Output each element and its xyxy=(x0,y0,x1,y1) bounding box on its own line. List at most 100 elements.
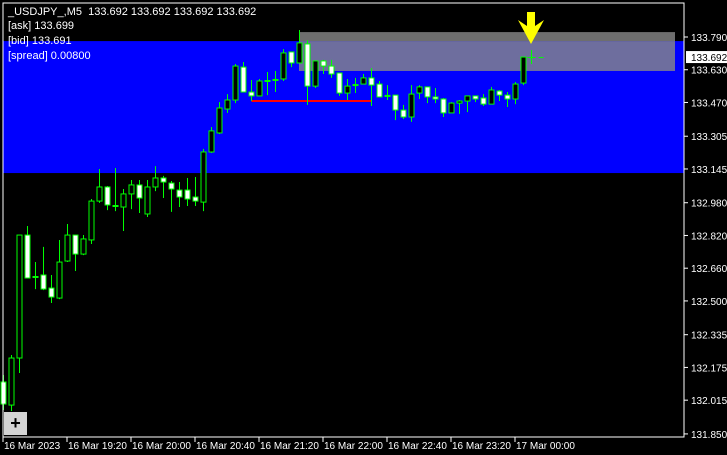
candle-body xyxy=(232,65,239,101)
candle xyxy=(400,104,407,120)
candle-body xyxy=(184,189,191,200)
price-label: 133.145 xyxy=(691,165,727,176)
candle-body xyxy=(520,56,527,84)
candle xyxy=(80,235,87,256)
price-label: 133.630 xyxy=(691,66,727,77)
candle-body xyxy=(504,94,511,100)
candle xyxy=(488,86,495,105)
price-label: 132.660 xyxy=(691,264,727,275)
candle xyxy=(256,78,263,97)
candle-body xyxy=(320,60,327,67)
candle-body xyxy=(128,184,135,195)
candle xyxy=(504,92,511,107)
ask-label: [ask] 133.699 xyxy=(8,20,75,32)
time-label: 17 Mar 00:00 xyxy=(516,441,575,452)
zoom-in-button[interactable]: + xyxy=(4,412,27,435)
candle xyxy=(16,234,23,373)
time-label: 16 Mar 19:20 xyxy=(68,441,127,452)
candle-body xyxy=(432,96,439,100)
candle xyxy=(56,239,63,300)
candle xyxy=(448,102,455,114)
spread-label: [spread] 0.00800 xyxy=(8,50,91,62)
candle-body xyxy=(80,238,87,255)
candle xyxy=(496,89,503,102)
candle-body xyxy=(472,95,479,100)
candle-body xyxy=(288,51,295,64)
gray-zone xyxy=(299,41,675,71)
candle-body xyxy=(456,100,463,104)
candle-body xyxy=(360,77,367,85)
candle xyxy=(96,168,103,203)
candle xyxy=(120,189,127,231)
candle xyxy=(296,30,303,64)
candle-body xyxy=(400,109,407,118)
bid-label: [bid] 133.691 xyxy=(8,35,72,47)
candle xyxy=(32,262,39,290)
candle-body xyxy=(16,234,23,359)
candle xyxy=(48,274,55,303)
candle xyxy=(192,176,199,206)
price-label: 133.790 xyxy=(691,33,727,44)
candle-body xyxy=(176,189,183,198)
price-label: 133.470 xyxy=(691,98,727,109)
candle xyxy=(144,180,151,218)
candle xyxy=(128,180,135,210)
candle xyxy=(152,166,159,192)
candle xyxy=(480,94,487,106)
price-label: 132.820 xyxy=(691,231,727,242)
price-label: 132.980 xyxy=(691,199,727,210)
candle-body xyxy=(56,261,63,299)
candle-body xyxy=(392,94,399,111)
time-label: 16 Mar 23:20 xyxy=(452,441,511,452)
candle xyxy=(272,70,279,93)
gray-zone-top xyxy=(299,32,675,42)
price-label: 133.305 xyxy=(691,132,727,143)
candle xyxy=(376,80,383,98)
candle xyxy=(440,97,447,117)
candle-body xyxy=(8,357,15,406)
candle-body xyxy=(256,80,263,97)
candle xyxy=(208,127,215,154)
candle xyxy=(520,56,527,86)
candle-body xyxy=(200,151,207,203)
candle xyxy=(312,60,319,88)
candle-body xyxy=(408,93,415,118)
candle-body xyxy=(160,177,167,183)
candle xyxy=(248,79,255,102)
candle xyxy=(432,87,439,104)
candle-body xyxy=(224,99,231,110)
candle xyxy=(176,182,183,208)
candle-body xyxy=(248,91,255,97)
candle xyxy=(424,86,431,104)
candle xyxy=(104,185,111,211)
candle-body xyxy=(208,130,215,153)
candle xyxy=(527,50,544,65)
candle xyxy=(352,77,359,94)
current-price-label: 133.692 xyxy=(691,53,727,64)
candle xyxy=(216,102,223,134)
candle-body xyxy=(48,287,55,298)
candle-body xyxy=(328,65,335,75)
candle-body xyxy=(168,182,175,190)
candle xyxy=(328,59,335,78)
candle xyxy=(200,148,207,212)
time-label: 16 Mar 22:00 xyxy=(324,441,383,452)
candle-body xyxy=(488,89,495,105)
candle-body xyxy=(152,177,159,188)
candle xyxy=(112,167,119,212)
candle xyxy=(64,224,71,263)
candle xyxy=(368,68,375,106)
candle xyxy=(512,82,519,105)
candle xyxy=(8,354,15,412)
candle xyxy=(160,175,167,199)
candle-body xyxy=(496,90,503,96)
candle-body xyxy=(312,60,319,87)
candle-body xyxy=(96,186,103,202)
candle xyxy=(416,85,423,99)
candle xyxy=(344,78,351,101)
candle xyxy=(472,95,479,103)
time-label: 16 Mar 22:40 xyxy=(388,441,447,452)
candle xyxy=(392,94,399,121)
candle-body xyxy=(72,234,79,255)
